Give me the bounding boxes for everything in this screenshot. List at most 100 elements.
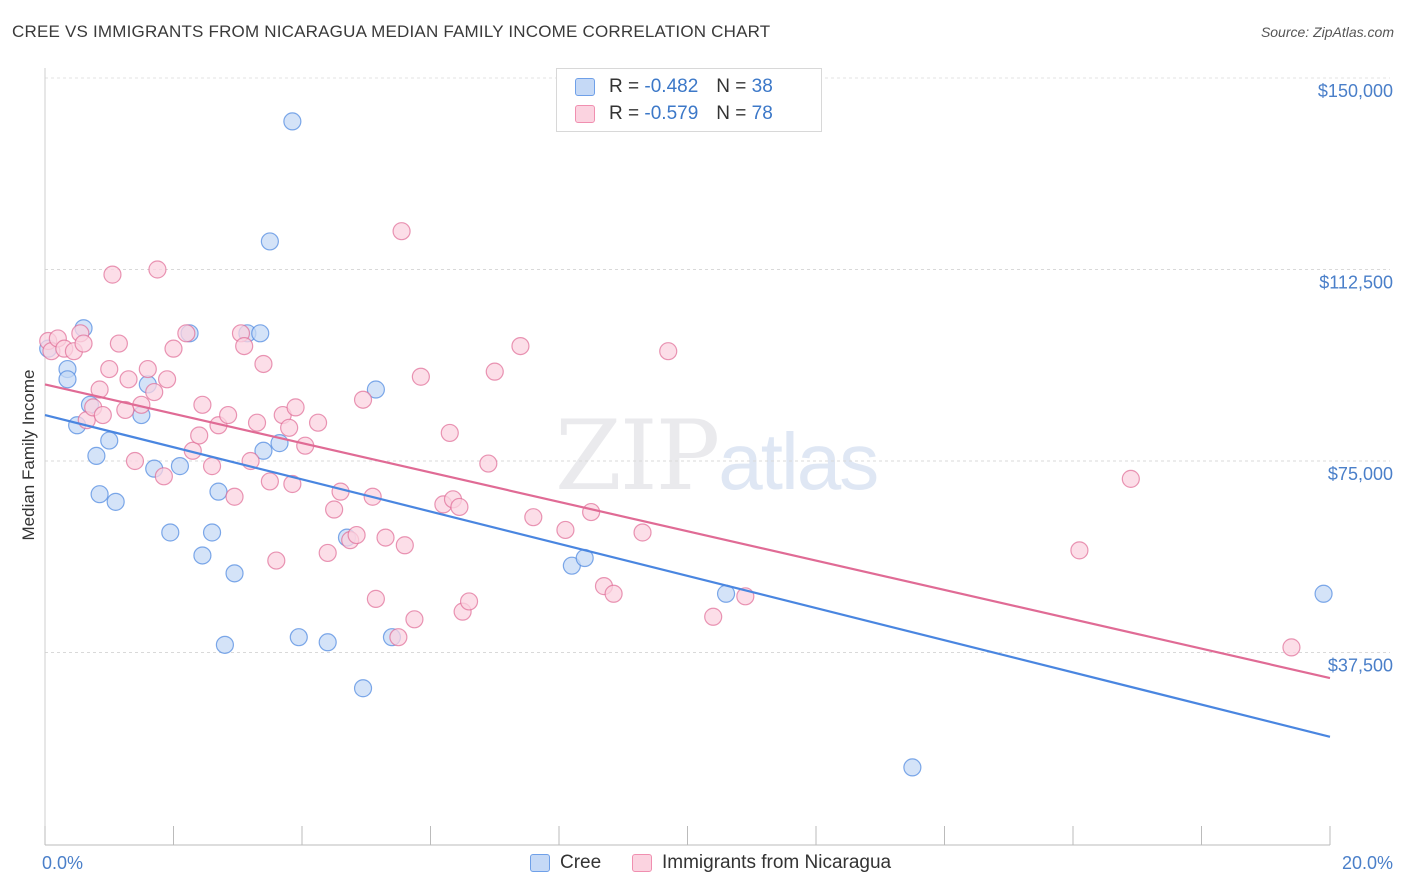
cree-point bbox=[161, 523, 180, 542]
nicaragua-point bbox=[177, 324, 196, 343]
grid-lines bbox=[45, 77, 1390, 653]
nicaragua-point bbox=[411, 367, 430, 386]
nicaragua-point bbox=[353, 390, 373, 409]
nicaragua-point bbox=[1070, 541, 1089, 560]
nicaragua-point bbox=[283, 474, 302, 494]
cree-point bbox=[1314, 584, 1333, 603]
chart-title: CREE VS IMMIGRANTS FROM NICARAGUA MEDIAN… bbox=[12, 22, 771, 41]
y-tick-label: $75,000 bbox=[1328, 464, 1393, 484]
nicaragua-point bbox=[202, 457, 222, 476]
y-axis-label: Median Family Income bbox=[19, 369, 38, 540]
nicaragua-point bbox=[219, 405, 238, 425]
nicaragua-point bbox=[633, 523, 652, 542]
cree-point bbox=[251, 324, 270, 343]
nicaragua-point bbox=[659, 342, 678, 361]
nicaragua-point bbox=[485, 362, 504, 381]
nicaragua-point bbox=[389, 628, 408, 647]
nicaragua-point bbox=[109, 334, 128, 353]
legend-swatch-cree bbox=[530, 854, 550, 872]
legend-swatch-nicaragua bbox=[632, 854, 652, 872]
nicaragua-point bbox=[308, 413, 328, 432]
nicaragua-point bbox=[93, 405, 112, 425]
nicaragua-point bbox=[247, 413, 267, 432]
legend-n-label: N = bbox=[716, 103, 747, 124]
legend-item-cree: Cree bbox=[530, 852, 601, 874]
watermark-atlas: atlas bbox=[718, 417, 879, 506]
nicaragua-point bbox=[225, 487, 244, 506]
cree-point bbox=[254, 441, 273, 460]
nicaragua-trend-line bbox=[44, 383, 1331, 680]
tick-labels: $37,500 $75,000 $112,500 $150,000 0.0% 20.0% M… bbox=[19, 81, 1393, 873]
legend-row-cree: R = -0.482 N = 38 bbox=[575, 74, 773, 100]
cree-point bbox=[170, 457, 190, 476]
cree-point bbox=[193, 546, 212, 565]
nicaragua-point bbox=[325, 500, 344, 519]
nicaragua-point bbox=[1282, 638, 1301, 657]
nicaragua-point bbox=[440, 423, 459, 443]
nicaragua-point bbox=[267, 551, 286, 570]
nicaragua-point bbox=[164, 339, 183, 358]
legend-row-nicaragua: R = -0.579 N = 78 bbox=[575, 101, 773, 127]
y-tick-label: $37,500 bbox=[1328, 656, 1393, 676]
watermark: ZIPatlas bbox=[555, 400, 879, 512]
nicaragua-point bbox=[157, 370, 177, 389]
cree-point bbox=[353, 679, 373, 698]
nicaragua-point bbox=[318, 543, 337, 563]
cree-point bbox=[903, 758, 922, 777]
nicaragua-point bbox=[405, 610, 424, 629]
legend-item-nicaragua: Immigrants from Nicaragua bbox=[632, 852, 891, 874]
legend-swatch-nicaragua bbox=[575, 105, 595, 123]
nicaragua-point bbox=[524, 508, 543, 527]
nicaragua-point bbox=[235, 337, 254, 356]
nicaragua-point bbox=[479, 454, 498, 473]
nicaragua-point bbox=[366, 589, 385, 608]
nicaragua-point bbox=[148, 260, 167, 279]
nicaragua-point bbox=[103, 265, 122, 284]
legend-n-label: N = bbox=[716, 76, 747, 97]
cree-point bbox=[215, 635, 234, 654]
cree-point bbox=[318, 633, 337, 652]
legend-r-value: -0.579 bbox=[644, 103, 699, 124]
axes bbox=[44, 68, 1331, 846]
legend-r-label: R = bbox=[609, 103, 640, 124]
nicaragua-point bbox=[190, 426, 209, 445]
nicaragua-point bbox=[459, 592, 479, 611]
nicaragua-point bbox=[511, 337, 530, 356]
cree-point bbox=[366, 380, 385, 399]
cree-point bbox=[225, 564, 244, 583]
nicaragua-point bbox=[376, 528, 395, 547]
cree-point bbox=[106, 492, 125, 511]
nicaragua-point bbox=[254, 354, 273, 374]
cree-point bbox=[58, 370, 77, 389]
nicaragua-point bbox=[286, 398, 305, 417]
nicaragua-point bbox=[119, 370, 138, 389]
nicaragua-point bbox=[260, 472, 279, 491]
cree-point bbox=[100, 431, 119, 450]
legend-label-cree: Cree bbox=[560, 852, 602, 873]
nicaragua-point bbox=[347, 525, 366, 545]
series-legend: Cree Immigrants from Nicaragua bbox=[0, 852, 1406, 878]
legend-swatch-cree bbox=[575, 78, 595, 96]
nicaragua-point bbox=[704, 607, 723, 626]
trend-lines bbox=[44, 383, 1331, 738]
nicaragua-point bbox=[138, 359, 157, 379]
cree-point bbox=[90, 485, 109, 504]
x-tick-label-max: 20.0% bbox=[1342, 853, 1393, 873]
legend-r-label: R = bbox=[609, 76, 640, 97]
legend-n-value: 78 bbox=[751, 103, 773, 124]
legend-r-value: -0.482 bbox=[644, 76, 699, 97]
legend-n-value: 38 bbox=[751, 76, 773, 97]
nicaragua-point bbox=[74, 334, 93, 353]
nicaragua-point bbox=[193, 395, 212, 414]
nicaragua-point bbox=[604, 584, 623, 603]
nicaragua-point bbox=[395, 536, 414, 555]
cree-trend-line bbox=[44, 413, 1331, 738]
cree-point bbox=[260, 232, 279, 251]
data-points bbox=[39, 112, 1333, 777]
nicaragua-point bbox=[450, 497, 469, 517]
cree-point bbox=[87, 446, 106, 465]
cree-point bbox=[202, 523, 222, 542]
y-tick-label: $112,500 bbox=[1319, 273, 1393, 293]
nicaragua-point bbox=[154, 467, 173, 486]
legend-label-nicaragua: Immigrants from Nicaragua bbox=[662, 852, 892, 873]
